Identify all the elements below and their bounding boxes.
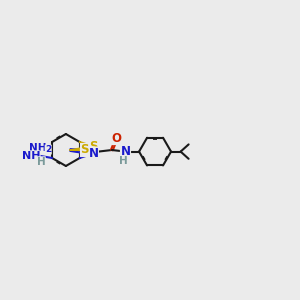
Text: S: S [89, 140, 98, 153]
Text: S: S [80, 143, 89, 157]
Text: H: H [119, 156, 128, 166]
Text: 2: 2 [45, 145, 51, 154]
Text: N: N [88, 147, 98, 160]
Text: NH: NH [29, 143, 47, 153]
Text: NH: NH [22, 151, 40, 161]
Text: H: H [37, 157, 45, 167]
Text: N: N [121, 145, 130, 158]
Text: O: O [112, 131, 122, 145]
